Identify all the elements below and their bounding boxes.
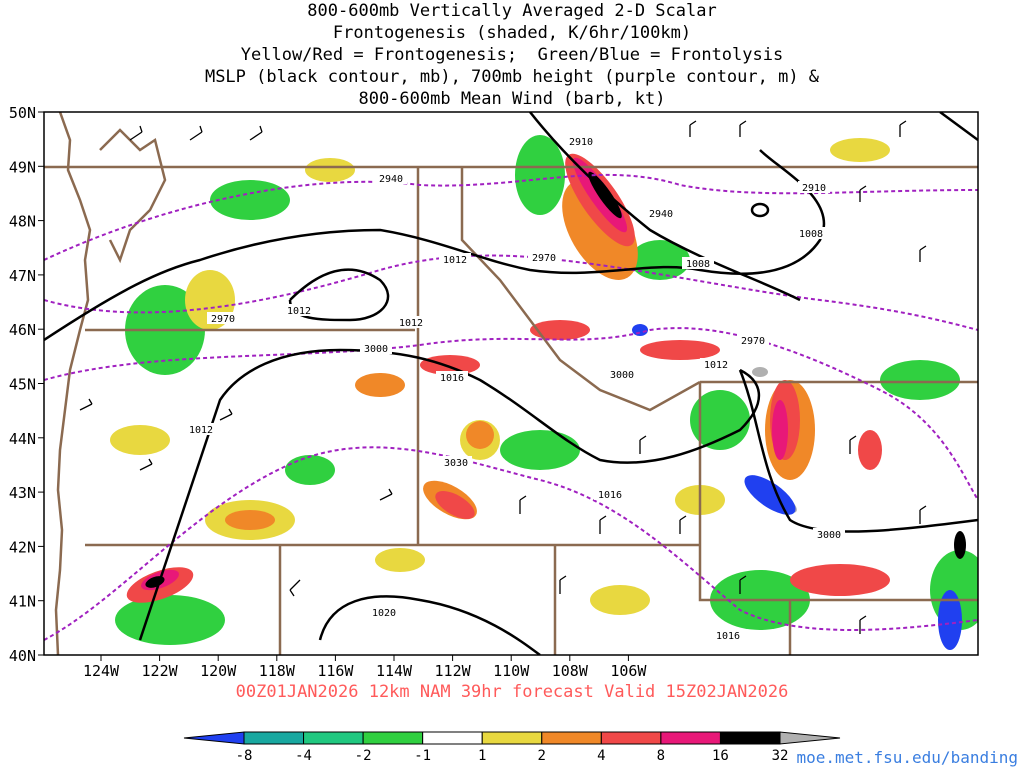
lon-label: 112W bbox=[435, 662, 472, 680]
forecast-valid-time: 00Z01JAN2026 12km NAM 39hr forecast Vali… bbox=[235, 682, 789, 702]
colorbar-label: -2 bbox=[355, 748, 372, 764]
mslp-label: 1016 bbox=[440, 373, 464, 384]
title-line-4: MSLP (black contour, mb), 700mb height (… bbox=[204, 67, 820, 87]
title-line-1: 800-600mb Vertically Averaged 2-D Scalar bbox=[307, 1, 717, 21]
lat-label: 42N bbox=[9, 538, 36, 556]
height-label: 2910 bbox=[802, 183, 826, 194]
colorbar: -8 -4 -2 -1 1 2 4 8 16 32 bbox=[183, 731, 841, 764]
lon-label: 110W bbox=[493, 662, 530, 680]
lon-label: 106W bbox=[610, 662, 647, 680]
mslp-label: 1016 bbox=[716, 631, 740, 642]
lat-label: 50N bbox=[9, 104, 36, 122]
mslp-label: 1012 bbox=[287, 306, 311, 317]
height-label: 2970 bbox=[532, 253, 556, 264]
lon-label: 124W bbox=[83, 662, 120, 680]
colorbar-label: 4 bbox=[597, 748, 605, 764]
height-label: 3000 bbox=[817, 530, 841, 541]
lat-label: 43N bbox=[9, 484, 36, 502]
title-line-3: Yellow/Red = Frontogenesis; Green/Blue =… bbox=[240, 45, 784, 65]
colorbar-swatch bbox=[600, 731, 662, 745]
lon-label: 122W bbox=[142, 662, 179, 680]
lon-label: 108W bbox=[552, 662, 589, 680]
colorbar-swatch bbox=[779, 731, 841, 745]
colorbar-swatch bbox=[362, 731, 424, 745]
lat-label: 49N bbox=[9, 158, 36, 176]
lat-label: 48N bbox=[9, 213, 36, 231]
colorbar-label: 32 bbox=[772, 748, 789, 764]
colorbar-label: 1 bbox=[478, 748, 486, 764]
colorbar-label: 16 bbox=[712, 748, 729, 764]
height-label: 3000 bbox=[364, 344, 388, 355]
colorbar-label: -8 bbox=[236, 748, 253, 764]
frontogenesis-shading bbox=[110, 135, 978, 650]
longitude-axis: 124W 122W 120W 118W 116W 114W 112W 110W 108W 106W bbox=[83, 655, 647, 680]
title-line-5: 800-600mb Mean Wind (barb, kt) bbox=[358, 89, 666, 109]
mslp-label: 1008 bbox=[799, 229, 823, 240]
height-label: 2940 bbox=[649, 209, 673, 220]
colorbar-swatch bbox=[422, 731, 483, 745]
source-link[interactable]: moe.met.fsu.edu/banding bbox=[796, 748, 1018, 767]
colorbar-swatch bbox=[481, 731, 543, 745]
wind-barbs bbox=[79, 120, 927, 634]
lon-label: 120W bbox=[200, 662, 237, 680]
title-line-2: Frontogenesis (shaded, K/6hr/100km) bbox=[332, 23, 692, 43]
colorbar-label: -1 bbox=[414, 748, 431, 764]
mslp-label: 1008 bbox=[686, 259, 710, 270]
colorbar-swatch bbox=[660, 731, 721, 745]
coastline bbox=[54, 112, 92, 655]
lat-label: 40N bbox=[9, 647, 36, 665]
height-label: 2970 bbox=[211, 314, 235, 325]
colorbar-swatch bbox=[719, 731, 781, 745]
lat-label: 47N bbox=[9, 267, 36, 285]
mslp-label: 1012 bbox=[399, 318, 423, 329]
lat-label: 45N bbox=[9, 376, 36, 394]
lon-label: 116W bbox=[317, 662, 354, 680]
lon-label: 118W bbox=[259, 662, 296, 680]
height-label: 2970 bbox=[741, 336, 765, 347]
lat-label: 46N bbox=[9, 321, 36, 339]
lat-label: 41N bbox=[9, 593, 36, 611]
colorbar-swatch bbox=[303, 731, 364, 745]
colorbar-swatch bbox=[541, 731, 602, 745]
mslp-label: 1016 bbox=[598, 490, 622, 501]
colorbar-label: -4 bbox=[295, 748, 312, 764]
colorbar-label: 8 bbox=[657, 748, 665, 764]
mslp-label: 1020 bbox=[372, 608, 396, 619]
political-borders bbox=[44, 165, 978, 655]
colorbar-swatch bbox=[243, 731, 305, 745]
colorbar-swatch bbox=[183, 731, 245, 745]
height-label: 2910 bbox=[569, 137, 593, 148]
mslp-label: 1012 bbox=[443, 255, 467, 266]
contour-labels: 1012 1012 1012 1012 1008 1008 1016 1016 … bbox=[185, 135, 845, 642]
height-label: 3000 bbox=[610, 370, 634, 381]
lat-label: 44N bbox=[9, 430, 36, 448]
height-label: 2940 bbox=[379, 174, 403, 185]
lon-label: 114W bbox=[376, 662, 413, 680]
colorbar-label: 2 bbox=[538, 748, 546, 764]
mslp-label: 1012 bbox=[704, 360, 728, 371]
mslp-label: 1012 bbox=[189, 425, 213, 436]
latitude-axis: 50N 49N 48N 47N 46N 45N 44N 43N 42N 41N 40N bbox=[9, 104, 44, 665]
height-label: 3030 bbox=[444, 458, 468, 469]
map-area: 1012 1012 1012 1012 1008 1008 1016 1016 … bbox=[44, 112, 978, 655]
